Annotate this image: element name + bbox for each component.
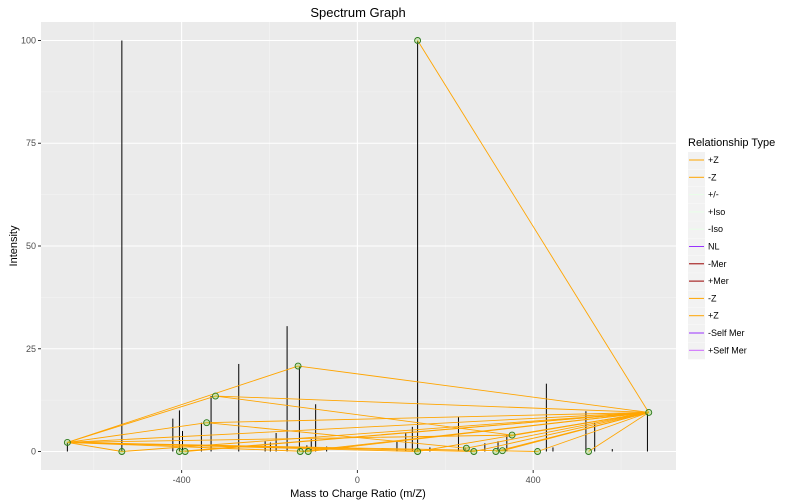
relationship-edge [67,442,538,452]
y-tick-label: 75 [26,138,36,148]
relationship-edge [215,395,649,413]
legend-label: +Mer [708,276,729,286]
relationship-edge [215,395,513,436]
legend-entry: +Iso [688,203,725,221]
peak-marker [508,431,516,439]
legend-title: Relationship Type [688,137,775,149]
legend-label: +/- [708,190,719,200]
relationship-edge [67,442,122,452]
peak-marker [470,448,478,455]
legend-entry: +Z [688,307,719,325]
legend-entry: -Z [688,169,717,187]
peak-marker [645,409,653,416]
peak-marker [492,448,500,455]
peak-marker [414,37,422,44]
relationship-edge [206,422,467,449]
peak-marker [175,448,183,455]
relationship-edge [206,412,649,424]
legend-label: -Z [708,293,717,303]
x-tick-label: 400 [526,475,541,485]
peak-marker [304,448,312,455]
relationship-edge [67,395,216,443]
relationship-edge [502,412,649,452]
peak-marker [181,448,189,455]
relationship-edges [67,40,650,452]
legend-entry: -Mer [688,255,727,273]
relationship-edge [308,412,649,452]
peak-marker [294,362,302,370]
relationship-edge [466,412,649,449]
peak-marker [534,448,542,455]
y-axis-ticks: 0 25 50 75 100 [21,35,41,457]
peak-marker [462,444,470,452]
legend-entry: -Iso [688,221,723,239]
legend-entry: +Self Mer [688,342,747,360]
relationship-edge [473,412,649,452]
y-tick-label: 0 [31,447,36,457]
relationship-edge [67,365,299,443]
legend-label: -Mer [708,259,727,269]
peak-marker [414,448,422,455]
relationship-edge [67,422,207,443]
legend-entries: +Z -Z +/- +Iso -Iso NL -Mer +Mer -Z +Z -Self Mer +S… [688,152,747,360]
peak-marker [296,448,304,455]
relationship-edge [537,412,649,452]
peak-markers [63,37,653,455]
x-axis-ticks: -400 0 400 [173,470,541,485]
legend-label: -Iso [708,224,723,234]
relationship-edge [417,40,650,413]
chart-title: Spectrum Graph [310,5,405,20]
peak-marker [498,447,506,455]
peak-marker [203,419,211,427]
peak-marker [212,392,219,400]
y-tick-label: 50 [26,241,36,251]
legend-label: NL [708,242,720,252]
legend-label: -Z [708,172,717,182]
legend-label: -Self Mer [708,328,745,338]
x-axis-title: Mass to Charge Ratio (m/Z) [290,488,426,500]
relationship-edge [67,412,649,443]
peak-marker [585,448,593,455]
legend-entry: NL [688,238,720,256]
peak-marker [118,448,126,455]
y-axis-title: Intensity [8,225,20,266]
relationship-edge [121,412,649,452]
legend-label: +Z [708,155,719,165]
x-tick-label: 0 [355,475,360,485]
relationship-edge [185,412,649,452]
legend-label: +Iso [708,207,725,217]
legend-label: +Self Mer [708,345,747,355]
legend-entry: -Z [688,290,717,308]
legend-entry: -Self Mer [688,325,745,342]
grid-lines [41,22,676,470]
legend-entry: +/- [688,186,719,204]
legend-entry: +Z [688,152,719,169]
relationship-edge [512,412,649,436]
relationship-edge [588,412,649,452]
legend: Relationship Type +Z-Z+/-+Iso-IsoNL-Mer+… [688,137,775,360]
y-tick-label: 25 [26,344,36,354]
peak-marker [63,439,71,446]
y-tick-label: 100 [21,35,36,45]
legend-label: +Z [708,311,719,321]
relationship-edge [298,365,649,413]
x-tick-label: -400 [173,475,191,485]
legend-entry: +Mer [688,273,729,291]
